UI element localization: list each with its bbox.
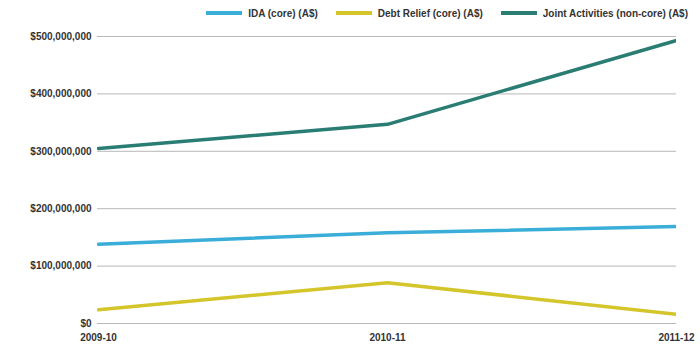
svg-text:$0: $0 [80,318,92,329]
html-text:IDA (core) (A$): IDA (core) (A$) [248,7,318,19]
svg-text:$300,000,000: $300,000,000 [30,146,92,157]
svg-text:2009-10: 2009-10 [80,332,117,343]
html-text:Debt Relief (core) (A$): Debt Relief (core) (A$) [377,7,483,19]
html-text:Joint Activities (non-core) (A: Joint Activities (non-core) (A$) [542,7,688,19]
svg-text:2011-12: 2011-12 [658,332,695,343]
svg-text:$200,000,000: $200,000,000 [30,203,92,214]
svg-text:$400,000,000: $400,000,000 [30,88,92,99]
svg-text:$500,000,000: $500,000,000 [30,31,92,42]
svg-text:$100,000,000: $100,000,000 [30,260,92,271]
svg-text:2010-11: 2010-11 [369,332,406,343]
